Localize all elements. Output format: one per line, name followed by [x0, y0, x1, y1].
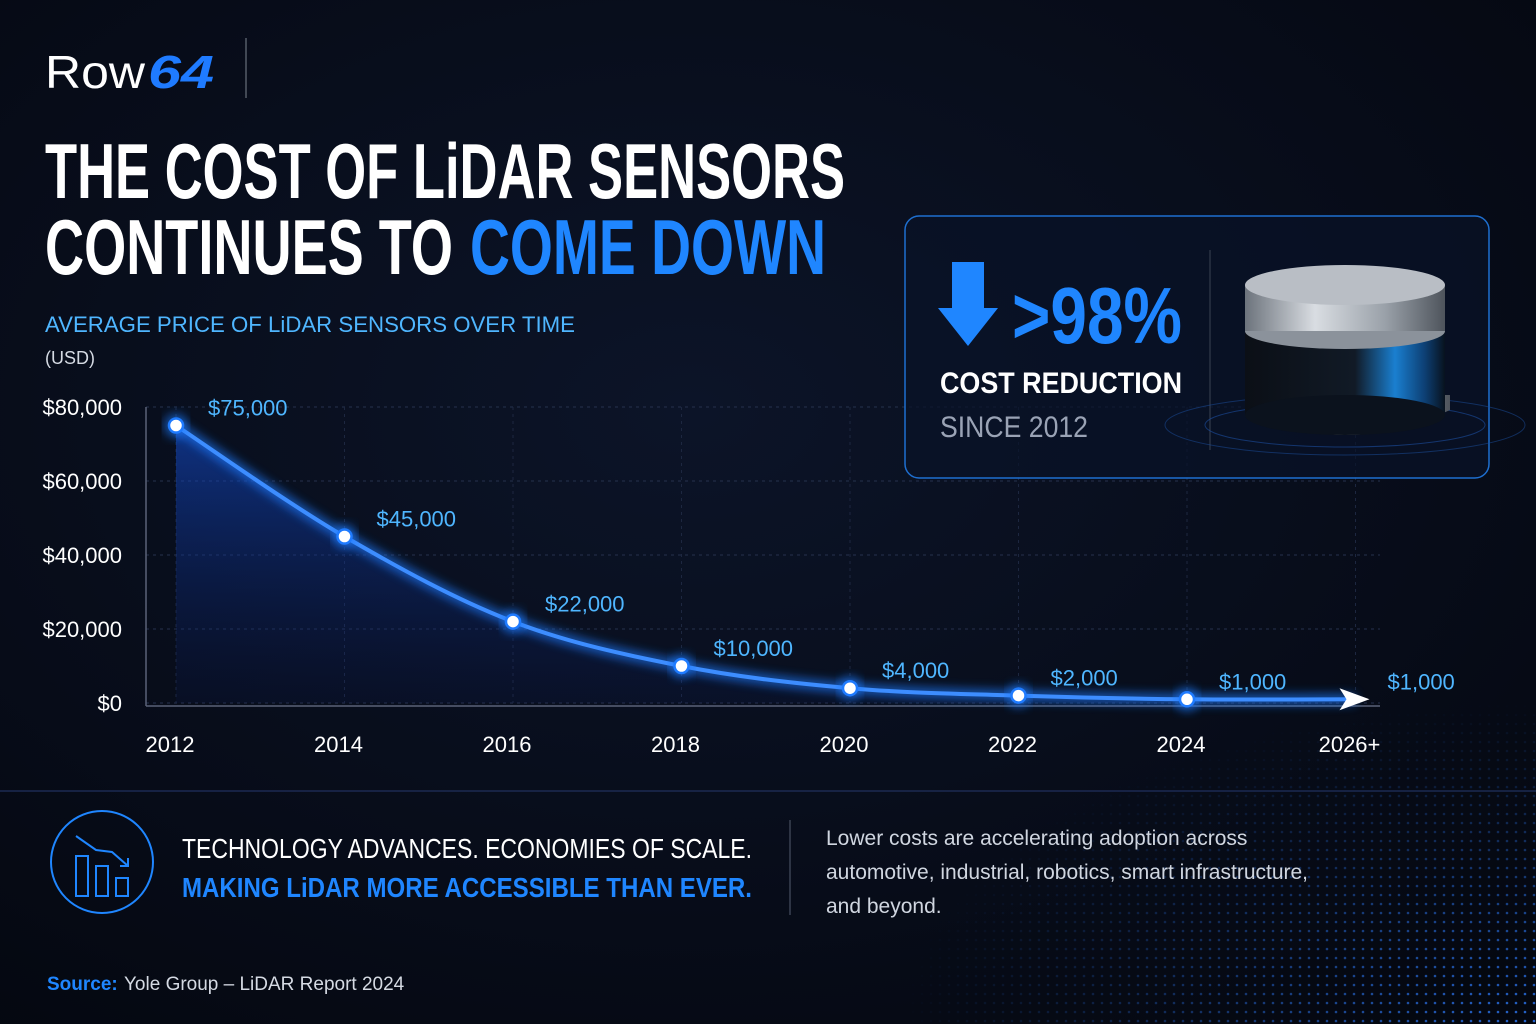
stat-label: COST REDUCTION: [940, 367, 1182, 400]
body-text: and beyond.: [826, 895, 942, 918]
x-tick-label: 2014: [314, 732, 363, 757]
stat-value: >98%: [1012, 271, 1182, 360]
down-arrow-icon: [938, 262, 998, 346]
value-label: $45,000: [377, 507, 457, 532]
point: [1178, 691, 1196, 708]
point: [336, 528, 353, 545]
particle-field: [900, 700, 1536, 1024]
y-tick-label: $20,000: [42, 617, 122, 642]
x-tick-label: 2016: [483, 732, 532, 757]
headline: THE COST OF LiDAR SENSORS: [45, 127, 845, 215]
headline-highlight: COME DOWN: [470, 203, 826, 291]
chart-icon: [50, 810, 154, 914]
y-tick-label: $80,000: [42, 395, 122, 420]
point: [841, 679, 859, 697]
value-label: $1,000: [1219, 669, 1286, 694]
value-label: $4,000: [882, 658, 949, 683]
brand-number: 64: [148, 46, 214, 98]
takeaway-line: TECHNOLOGY ADVANCES. ECONOMIES OF SCALE.: [182, 833, 752, 864]
body-text: automotive, industrial, robotics, smart …: [826, 861, 1308, 884]
y-tick-label: $0: [98, 691, 122, 716]
point: [673, 657, 690, 675]
x-tick-label: 2020: [820, 732, 869, 757]
chart: $0 $20,000 $40,000 $60,000 $80,000 2012 2014 20…: [42, 395, 1454, 757]
area: [176, 425, 1356, 703]
lidar-sensor-illustration: [1164, 265, 1526, 456]
stat-since: SINCE 2012: [940, 411, 1088, 444]
y-axis-label: (USD): [45, 348, 95, 368]
source-label: Source:: [47, 974, 118, 995]
value-label: $10,000: [714, 636, 794, 661]
body-text: Lower costs are accelerating adoption ac…: [826, 827, 1247, 850]
x-tick-label: 2026+: [1319, 732, 1381, 757]
value-label: $75,000: [208, 396, 288, 421]
chart-title: AVERAGE PRICE OF LiDAR SENSORS OVER TIME: [45, 312, 575, 337]
source-text: Yole Group – LiDAR Report 2024: [124, 974, 405, 995]
x-tick-label: 2018: [651, 732, 700, 757]
point: [167, 417, 185, 434]
x-tick-label: 2022: [988, 732, 1037, 757]
takeaway-highlight: MAKING LiDAR MORE ACCESSIBLE THAN EVER.: [182, 872, 752, 903]
value-label: $2,000: [1051, 666, 1118, 691]
point: [504, 613, 522, 630]
brand-name: Row: [45, 46, 146, 98]
point: [1010, 687, 1027, 704]
y-tick-label: $40,000: [42, 543, 122, 568]
arrow-head: [1339, 688, 1370, 711]
y-tick-label: $60,000: [42, 469, 122, 494]
x-tick-label: 2012: [146, 732, 195, 757]
headline: CONTINUES TO: [45, 203, 453, 291]
x-tick-label: 2024: [1157, 732, 1206, 757]
value-label: $22,000: [545, 592, 625, 617]
value-label: $1,000: [1388, 669, 1455, 694]
